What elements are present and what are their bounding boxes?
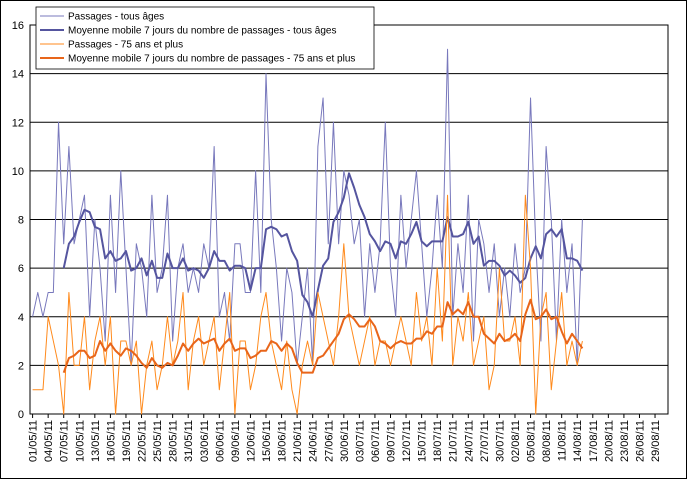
x-tick-label: 22/05/11 xyxy=(137,420,149,462)
x-tick-label: 13/05/11 xyxy=(90,420,102,462)
x-tick-label: 12/06/11 xyxy=(245,420,257,462)
y-tick-label: 4 xyxy=(18,312,24,324)
x-tick-label: 06/06/11 xyxy=(214,420,226,462)
legend-label: Moyenne mobile 7 jours du nombre de pass… xyxy=(68,54,355,65)
x-tick-label: 26/08/11 xyxy=(634,420,646,462)
x-tick-label: 18/06/11 xyxy=(277,420,289,462)
x-tick-label: 02/08/11 xyxy=(510,420,522,462)
x-tick-label: 21/07/11 xyxy=(448,420,460,462)
legend-label: Moyenne mobile 7 jours du nombre de pass… xyxy=(68,26,337,37)
series-line xyxy=(62,298,584,374)
x-tick-label: 09/06/11 xyxy=(230,420,242,462)
series-line xyxy=(32,48,583,366)
x-tick-label: 11/08/11 xyxy=(557,420,569,461)
x-tick-label: 24/06/11 xyxy=(308,420,320,462)
y-tick-label: 8 xyxy=(18,215,24,227)
x-tick-label: 25/05/11 xyxy=(152,420,164,462)
x-tick-label: 15/07/11 xyxy=(417,420,429,462)
y-tick-label: 12 xyxy=(12,117,24,129)
legend-label: Passages - tous âges xyxy=(68,12,164,23)
x-tick-label: 09/07/11 xyxy=(385,420,397,462)
x-tick-label: 17/08/11 xyxy=(588,420,600,462)
legend: Passages - tous âges Moyenne mobile 7 jou… xyxy=(35,6,375,70)
legend-box xyxy=(35,6,375,70)
x-tick-label: 05/08/11 xyxy=(526,420,538,462)
x-tick-label: 14/08/11 xyxy=(572,420,584,462)
y-tick-label: 0 xyxy=(18,409,24,421)
x-tick-label: 08/08/11 xyxy=(541,420,553,462)
x-tick-label: 15/06/11 xyxy=(261,420,273,462)
x-tick-label: 03/07/11 xyxy=(354,420,366,462)
x-tick-label: 16/05/11 xyxy=(105,420,117,462)
x-tick-label: 18/07/11 xyxy=(432,420,444,462)
x-tick-label: 04/05/11 xyxy=(43,420,55,462)
x-tick-label: 30/07/11 xyxy=(494,420,506,462)
x-tick-label: 24/07/11 xyxy=(463,420,475,462)
x-tick-label: 20/08/11 xyxy=(603,420,615,462)
x-tick-label: 01/05/11 xyxy=(28,420,40,462)
x-tick-label: 29/08/11 xyxy=(650,420,662,462)
x-tick-label: 03/06/11 xyxy=(199,420,211,462)
y-tick-label: 10 xyxy=(12,166,24,178)
x-tick-label: 06/07/11 xyxy=(370,420,382,462)
x-tick-label: 30/06/11 xyxy=(339,420,351,462)
x-tick-label: 23/08/11 xyxy=(619,420,631,462)
x-tick-label: 31/05/11 xyxy=(183,420,195,462)
y-tick-label: 2 xyxy=(18,360,24,372)
x-tick-label: 21/06/11 xyxy=(292,420,304,462)
x-tick-label: 10/05/11 xyxy=(74,420,86,462)
legend-label: Passages - 75 ans et plus xyxy=(68,40,183,51)
x-tick-label: 27/07/11 xyxy=(479,420,491,462)
x-tick-label: 27/06/11 xyxy=(323,420,335,462)
y-tick-label: 6 xyxy=(18,263,24,275)
y-tick-label: 14 xyxy=(12,69,24,81)
y-tick-label: 16 xyxy=(12,20,24,32)
x-tick-label: 28/05/11 xyxy=(168,420,180,462)
x-tick-label: 07/05/11 xyxy=(59,420,71,462)
series-line xyxy=(62,172,584,318)
x-tick-label: 19/05/11 xyxy=(121,420,133,462)
x-tick-label: 12/07/11 xyxy=(401,420,413,462)
series-line xyxy=(32,194,583,415)
